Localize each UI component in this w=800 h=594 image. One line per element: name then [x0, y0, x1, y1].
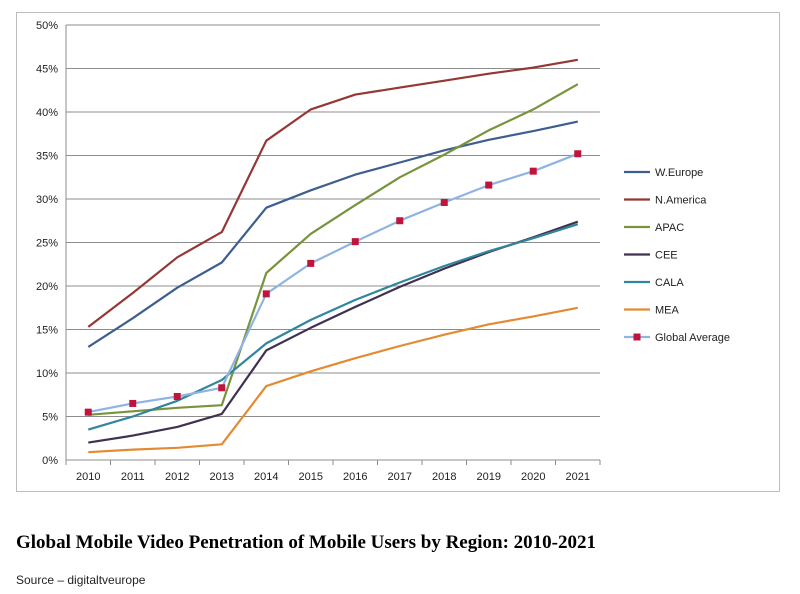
- x-tick-label: 2020: [521, 471, 545, 483]
- series-line-cala: [87, 223, 579, 431]
- series-line-global-average: [88, 152, 579, 414]
- y-tick-label: 0%: [42, 455, 58, 467]
- y-tick-label: 40%: [36, 107, 58, 119]
- x-tick-label: 2013: [210, 471, 234, 483]
- data-point-global-average: [529, 167, 537, 175]
- legend-label: APAC: [655, 222, 684, 234]
- series-line-mea: [88, 306, 579, 454]
- x-tick-label: 2018: [432, 471, 456, 483]
- legend-label: CALA: [655, 277, 684, 289]
- line-chart: 0% 5% 10% 15% 20% 25% 30% 35% 40% 45% 50% 2010 2011 2…: [36, 20, 730, 483]
- y-tick-label: 30%: [36, 194, 58, 206]
- series-line-w-europe: [87, 120, 579, 348]
- legend-label: CEE: [655, 250, 678, 262]
- y-tick-label: 35%: [36, 151, 58, 163]
- y-tick-label: 25%: [36, 238, 58, 250]
- x-tick-label: 2015: [299, 471, 323, 483]
- legend-marker: [633, 333, 641, 341]
- x-tick-label: 2010: [76, 471, 100, 483]
- data-point-global-average: [307, 259, 315, 267]
- data-point-global-average: [440, 198, 448, 206]
- data-point-global-average: [574, 150, 582, 158]
- series-line-apac: [88, 83, 579, 416]
- x-tick-label: 2021: [566, 471, 590, 483]
- legend-label: Global Average: [655, 332, 730, 344]
- y-tick-label: 45%: [36, 64, 58, 76]
- y-tick-label: 20%: [36, 281, 58, 293]
- y-tick-label: 5%: [42, 412, 58, 424]
- legend-label: W.Europe: [655, 167, 703, 179]
- data-point-global-average: [173, 392, 181, 400]
- data-point-global-average: [84, 408, 92, 416]
- x-tick-label: 2014: [254, 471, 278, 483]
- legend-label: N.America: [655, 195, 707, 207]
- x-tick-label: 2011: [121, 471, 145, 483]
- chart-caption: Global Mobile Video Penetration of Mobil…: [16, 532, 596, 553]
- data-point-global-average: [351, 238, 359, 246]
- x-tick-label: 2016: [343, 471, 367, 483]
- data-point-global-average: [218, 384, 226, 392]
- x-tick-label: 2017: [388, 471, 412, 483]
- y-tick-label: 50%: [36, 20, 58, 32]
- y-tick-label: 10%: [36, 368, 58, 380]
- series-line-n-america: [87, 58, 578, 328]
- data-point-global-average: [262, 290, 270, 298]
- chart-frame: 0% 5% 10% 15% 20% 25% 30% 35% 40% 45% 50% 2010 2011 2…: [16, 12, 780, 492]
- source-note: Source – digitaltveurope: [16, 573, 146, 587]
- y-tick-label: 15%: [36, 325, 58, 337]
- data-point-global-average: [396, 217, 404, 225]
- legend-label: MEA: [655, 305, 680, 317]
- x-tick-label: 2019: [477, 471, 501, 483]
- data-point-global-average: [485, 181, 493, 189]
- x-tick-label: 2012: [165, 471, 189, 483]
- data-point-global-average: [129, 399, 137, 407]
